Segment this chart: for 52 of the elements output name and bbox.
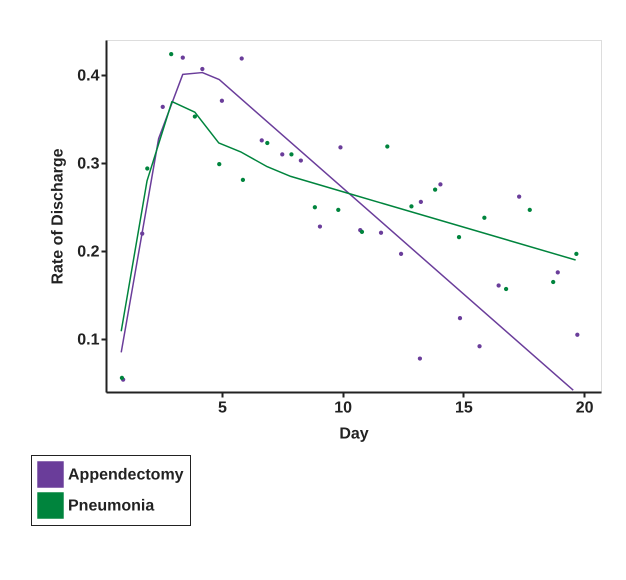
point (260, 138, 264, 142)
point (160, 104, 165, 109)
x-tick-label: 10 (334, 400, 352, 416)
point (456, 235, 462, 240)
point (336, 208, 340, 212)
point (240, 56, 244, 61)
point (551, 280, 556, 284)
point (217, 162, 222, 166)
point (432, 187, 438, 192)
point (169, 52, 174, 56)
y-tick-label: 0.3 (77, 156, 100, 173)
y-tick-label: 0.1 (77, 332, 100, 349)
point (378, 230, 384, 235)
point (338, 145, 343, 150)
point (575, 332, 580, 337)
point (192, 114, 197, 119)
point (280, 152, 284, 157)
x-tick-label: 5 (218, 400, 227, 416)
line-series (120, 100, 576, 332)
y-axis-title: Rate of Discharge (49, 148, 66, 285)
y-tick-label: 0.4 (77, 68, 100, 85)
point (458, 316, 462, 320)
x-tick-label: 20 (576, 400, 594, 416)
point (180, 55, 185, 60)
point (265, 140, 270, 146)
point (312, 205, 317, 210)
legend-label: Pneumonia (68, 498, 154, 514)
point (418, 200, 423, 204)
point (477, 344, 482, 348)
point (496, 283, 501, 288)
x-axis-title: Day (339, 426, 369, 442)
point (200, 66, 204, 72)
point (517, 194, 522, 199)
point (574, 252, 578, 256)
point (289, 152, 294, 157)
point (220, 98, 224, 103)
legend-label: Appendectomy (68, 466, 184, 484)
point (298, 158, 303, 163)
point (409, 204, 414, 208)
point (385, 144, 390, 149)
x-tick-label: 15 (454, 400, 473, 416)
point (528, 208, 532, 212)
point (240, 178, 246, 182)
point (318, 224, 322, 229)
point (398, 252, 404, 256)
point (504, 286, 508, 292)
y-tick-label: 0.2 (77, 244, 100, 261)
point (556, 270, 560, 274)
point (438, 182, 443, 186)
point (418, 356, 422, 361)
point (145, 166, 150, 171)
point (482, 216, 486, 220)
